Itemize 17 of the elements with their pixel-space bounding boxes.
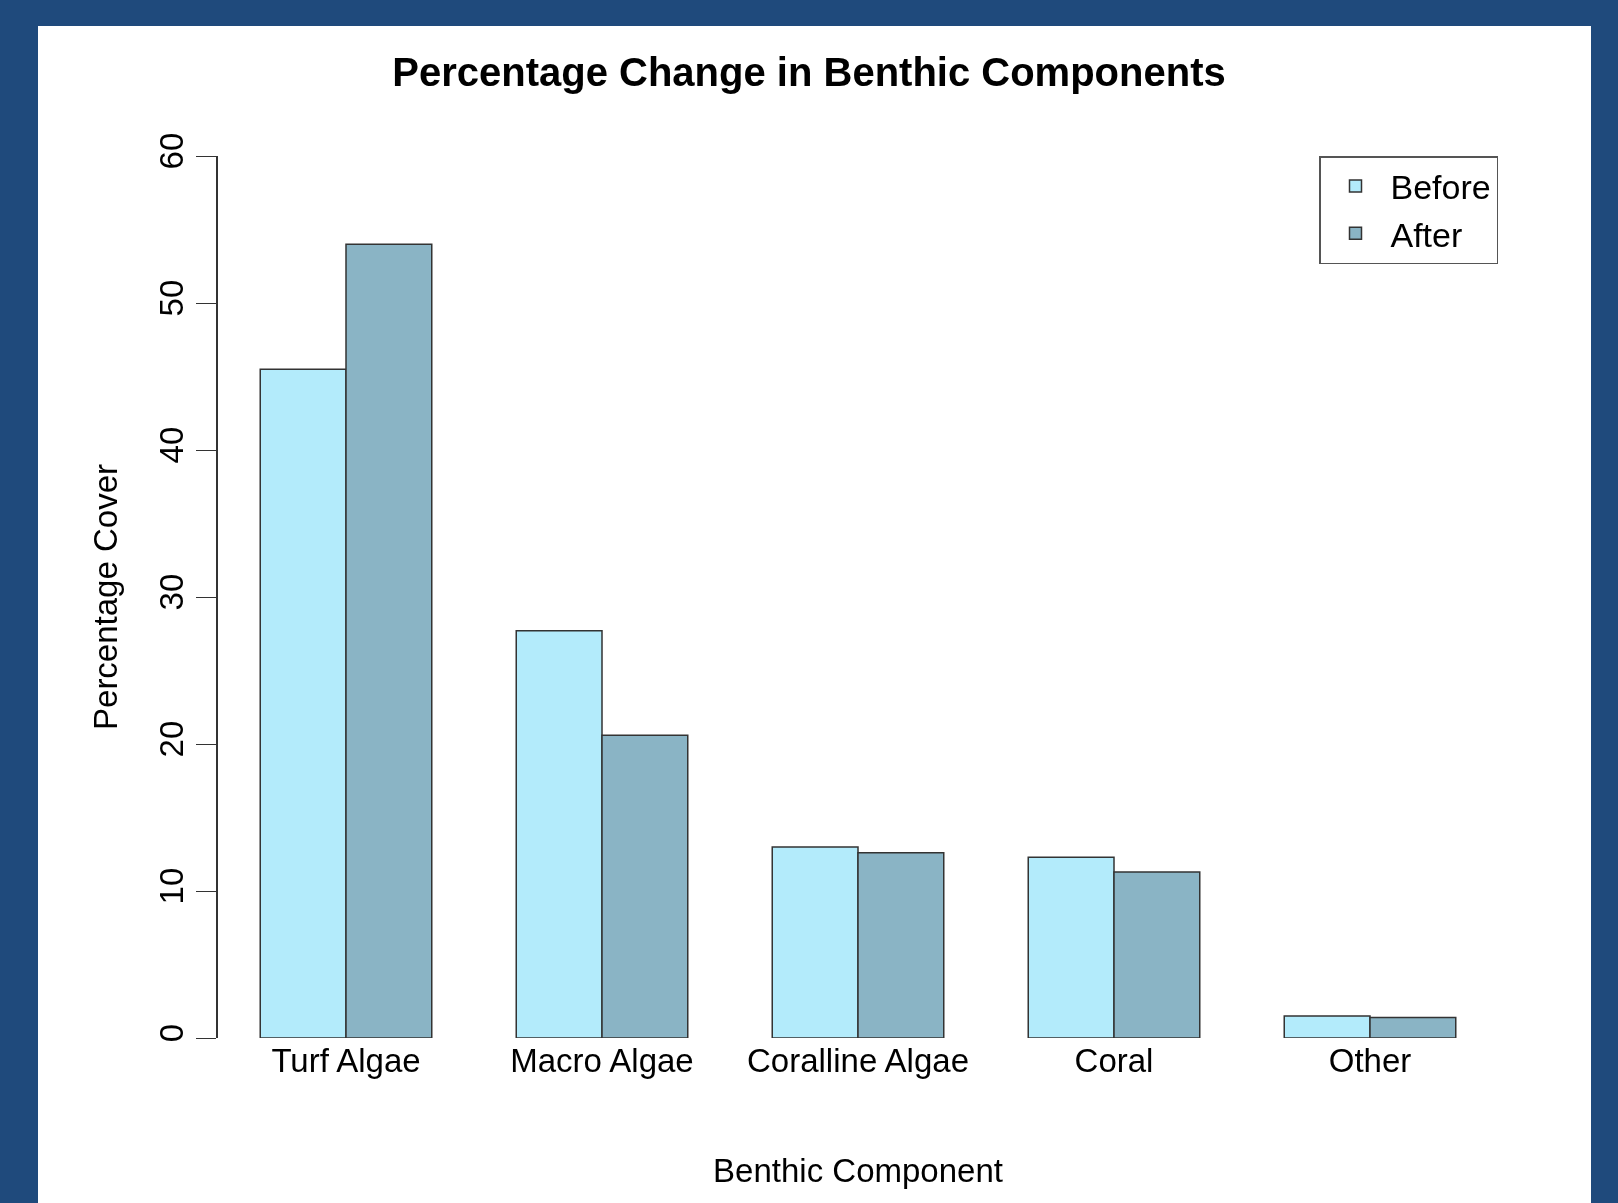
- y-tick-label: 60: [153, 132, 191, 170]
- x-axis-title: Benthic Component: [713, 1151, 1003, 1189]
- y-tick-label: 0: [153, 1023, 191, 1043]
- y-axis-title: Percentage Cover: [87, 464, 125, 730]
- x-tick-label: Coralline Algae: [747, 1042, 969, 1079]
- x-tick-label: Turf Algae: [271, 1042, 421, 1079]
- y-tick-label: 40: [153, 426, 191, 464]
- x-tick-label: Coral: [1074, 1042, 1154, 1079]
- chart-title: Percentage Change in Benthic Components: [392, 50, 1226, 94]
- legend-label: After: [1390, 215, 1463, 254]
- legend-label: Before: [1390, 168, 1491, 207]
- y-tick-label: 50: [153, 279, 191, 317]
- x-tick-label: Other: [1328, 1042, 1412, 1079]
- y-tick-label: 10: [153, 867, 191, 905]
- y-tick-label: 30: [153, 573, 191, 611]
- x-tick-label: Macro Algae: [510, 1042, 694, 1079]
- y-tick-label: 20: [153, 720, 191, 758]
